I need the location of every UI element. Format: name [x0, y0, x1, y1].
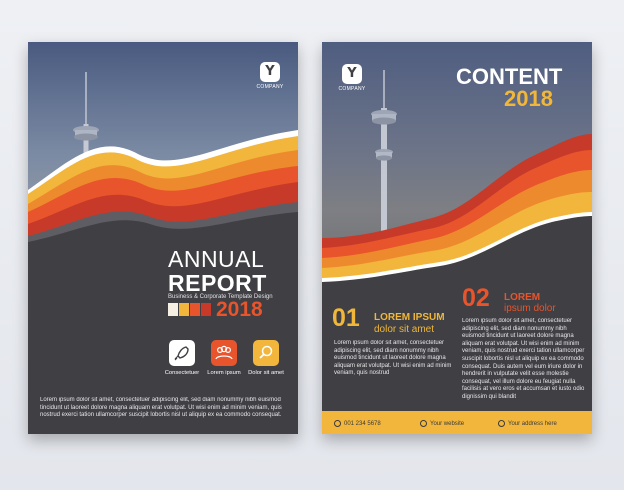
- address-item: Your address here: [498, 419, 557, 427]
- wave-graphic: [322, 70, 592, 302]
- color-swatch-red: [201, 303, 211, 316]
- color-swatch-yellow: [179, 303, 189, 316]
- company-logo: Y COMPANY: [332, 64, 372, 92]
- logo-text: COMPANY: [256, 84, 284, 90]
- logo-mark: Y: [260, 62, 280, 82]
- section-2-body: Lorem ipsum dolor sit amet, consectetuer…: [462, 318, 585, 400]
- subtitle: Business & Corporate Template Design: [168, 294, 273, 300]
- title-content: CONTENT: [456, 64, 563, 89]
- rocket-icon: [174, 346, 189, 361]
- logo-text: COMPANY: [338, 86, 366, 92]
- color-swatch-orange: [190, 303, 200, 316]
- icon-label-2: Lorem ipsum: [207, 370, 241, 376]
- section-2-heading-2: ipsum dolor: [504, 303, 556, 314]
- section-1-number: 01: [332, 304, 360, 332]
- contact-footer: 001 234 5678 Your website Your address h…: [322, 411, 592, 434]
- phone-icon: [334, 419, 341, 427]
- title-annual: ANNUAL: [168, 246, 265, 272]
- phone-item: 001 234 5678: [334, 419, 381, 427]
- icon-label-1: Consectetuer: [164, 370, 200, 376]
- address-text: Your address here: [508, 421, 557, 427]
- location-icon: [498, 419, 505, 427]
- globe-icon: [420, 419, 427, 427]
- magnifier-icon: [259, 345, 273, 359]
- website-item: Your website: [420, 419, 465, 427]
- people-tile: [211, 340, 237, 366]
- year: 2018: [504, 86, 553, 111]
- website-text: Your website: [430, 421, 465, 427]
- body-text: Lorem ipsum dolor sit amet, consectetuer…: [40, 397, 282, 419]
- color-swatch-cream: [168, 303, 178, 316]
- section-2-heading-1: LOREM: [504, 292, 541, 303]
- year: 2018: [216, 298, 263, 321]
- company-logo: Y COMPANY: [250, 62, 290, 90]
- annual-report-cover: Y COMPANY ANNUAL REPORT Business & Corpo…: [28, 42, 298, 434]
- tower-illustration: [371, 70, 397, 254]
- phone-text: 001 234 5678: [344, 421, 381, 427]
- icon-label-3: Dolor sit amet: [248, 370, 284, 376]
- section-1-body: Lorem ipsum dolor sit amet, consectetuer…: [334, 340, 452, 377]
- section-1-heading-1: LOREM IPSUM: [374, 312, 445, 323]
- magnifier-tile: [253, 340, 279, 366]
- logo-mark: Y: [342, 64, 362, 84]
- content-page: Y COMPANY CONTENT 2018 02 LOREM ipsum do…: [322, 42, 592, 434]
- title-report: REPORT: [168, 270, 267, 296]
- section-1-heading-2: dolor sit amet: [374, 324, 435, 335]
- section-2-number: 02: [462, 284, 490, 312]
- people-icon: [215, 345, 233, 360]
- rocket-tile: [169, 340, 195, 366]
